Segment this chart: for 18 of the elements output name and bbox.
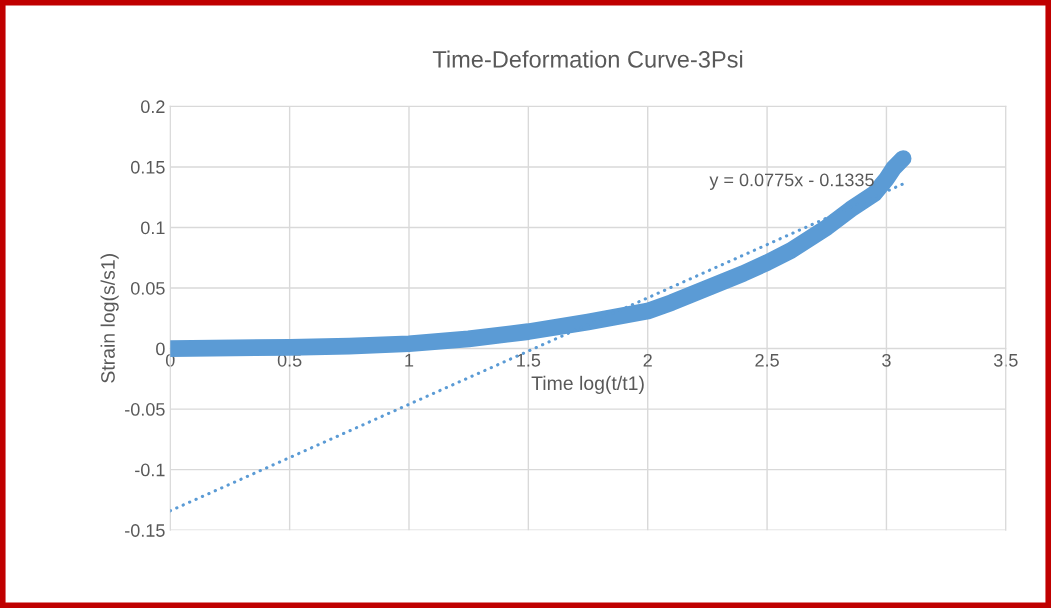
y-tick-label: 0.05 <box>130 281 165 295</box>
y-tick-label: 0.1 <box>141 221 165 235</box>
y-tick-label: 0.2 <box>141 100 165 114</box>
x-tick-label: 1.5 <box>517 354 541 367</box>
x-tick-label: 1 <box>405 354 414 367</box>
x-tick-label: 3.5 <box>993 353 1018 367</box>
x-tick-label: 2.5 <box>755 353 779 367</box>
y-tick-label: 0.15 <box>130 160 165 174</box>
x-tick-label: 2 <box>643 353 652 367</box>
x-axis-title: Time log(t/t1) <box>531 375 644 394</box>
y-tick-label: -0.15 <box>125 524 165 537</box>
chart-title: Time-Deformation Curve-3Psi <box>432 50 743 68</box>
y-tick-label: -0.05 <box>125 403 165 416</box>
annotation: y = 0.0775x - 0.1335 <box>709 173 874 190</box>
x-tick-label: 3 <box>882 353 891 367</box>
y-axis-title: Strain log(s/s1) <box>100 254 119 383</box>
y-tick-label: 0 <box>156 342 165 356</box>
y-tick-label: -0.1 <box>135 463 165 477</box>
